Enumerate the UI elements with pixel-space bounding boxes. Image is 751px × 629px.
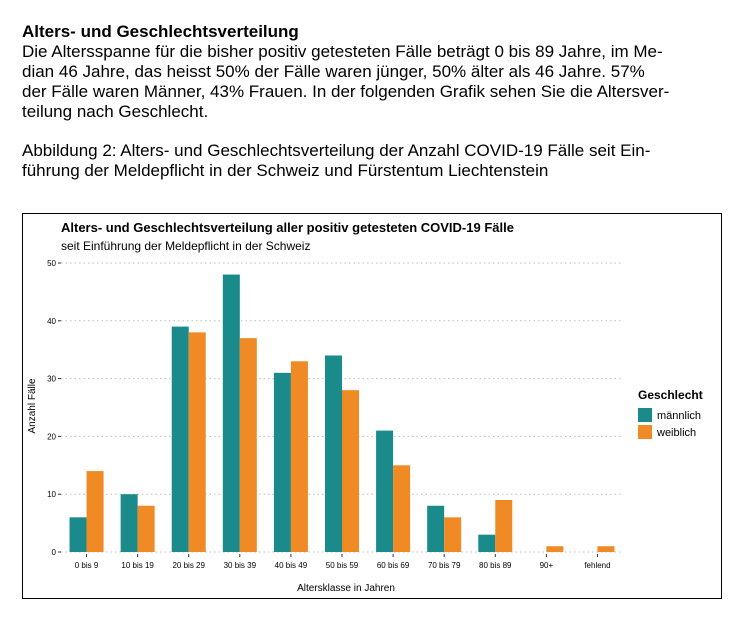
gridlines [61,262,623,553]
bar-weiblich [342,390,359,552]
bar-maennlich [222,274,240,552]
bar-weiblich [239,338,257,552]
y-tick-label: 30 [47,375,56,384]
y-tick-label: 50 [47,259,56,268]
legend-title: Geschlecht [638,388,703,402]
x-axis-ticks: 0 bis 9 10 bis 19 20 bis 29 30 bis 39 40 bis… [75,554,611,570]
x-tick-label: 90+ [540,561,554,570]
chart-figure: Alters- und Geschlechtsverteilung aller … [22,213,722,599]
bar-weiblich [137,505,155,552]
figure-caption: Abbildung 2: Alters- und Geschlechtsvert… [22,141,730,181]
y-tick-label: 10 [47,490,56,499]
x-tick-label: 0 bis 9 [75,561,99,570]
x-tick-label: 20 bis 29 [172,561,205,570]
chart-title: Alters- und Geschlechtsverteilung aller … [61,220,514,235]
bar-maennlich [69,517,87,552]
y-axis-ticks: 0 10 20 30 40 50 [47,259,61,557]
bar-weiblich [290,361,308,552]
paragraph-line: teilung nach Geschlecht. [22,102,209,121]
bar-maennlich [171,326,189,552]
bar-weiblich [546,546,564,552]
body-paragraph: Die Altersspanne für die bisher positiv … [22,42,730,122]
x-tick-label: 40 bis 49 [275,561,308,570]
y-axis-label: Anzahl Fälle [27,378,38,433]
caption-line: Abbildung 2: Alters- und Geschlechtsvert… [22,141,651,160]
x-tick-label: 10 bis 19 [121,561,154,570]
bar-weiblich [495,499,513,552]
paragraph-line: dian 46 Jahre, das heisst 50% der Fälle … [22,62,645,81]
legend-label: weiblich [656,427,696,439]
y-tick-label: 20 [47,432,56,441]
bar-maennlich [273,372,291,552]
x-tick-label: 80 bis 89 [479,561,512,570]
chart-subtitle: seit Einführung der Meldepflicht in der … [61,239,310,253]
bar-chart: Alters- und Geschlechtsverteilung aller … [27,220,703,594]
bar-maennlich [427,505,445,552]
legend-swatch [638,425,652,439]
paragraph-line: der Fälle waren Männer, 43% Frauen. In d… [22,82,670,101]
bar-maennlich [120,494,138,552]
x-tick-label: 70 bis 79 [428,561,461,570]
paragraph-line: Die Altersspanne für die bisher positiv … [22,42,663,61]
caption-line: führung der Meldepflicht in der Schweiz … [22,161,549,180]
x-tick-label: 30 bis 39 [224,561,257,570]
legend-swatch [638,408,652,422]
x-tick-label: 50 bis 59 [326,561,359,570]
bar-weiblich [444,517,462,552]
x-tick-label: fehlend [584,561,610,570]
legend-label: männlich [657,410,701,422]
bar-maennlich [325,355,342,552]
y-tick-label: 40 [47,317,56,326]
document-text: Alters- und Geschlechtsverteilung Die Al… [22,22,730,181]
x-tick-label: 60 bis 69 [377,561,410,570]
bar-maennlich [478,534,496,552]
bar-weiblich [393,465,411,552]
x-axis-label: Altersklasse in Jahren [297,583,395,594]
section-heading: Alters- und Geschlechtsverteilung [22,22,299,41]
bar-weiblich [597,546,615,552]
bar-weiblich [86,471,104,552]
y-tick-label: 0 [52,548,57,557]
legend: Geschlecht männlich weiblich [638,388,703,439]
bar-maennlich [376,430,394,552]
bars [69,274,615,552]
bar-weiblich [188,332,206,552]
